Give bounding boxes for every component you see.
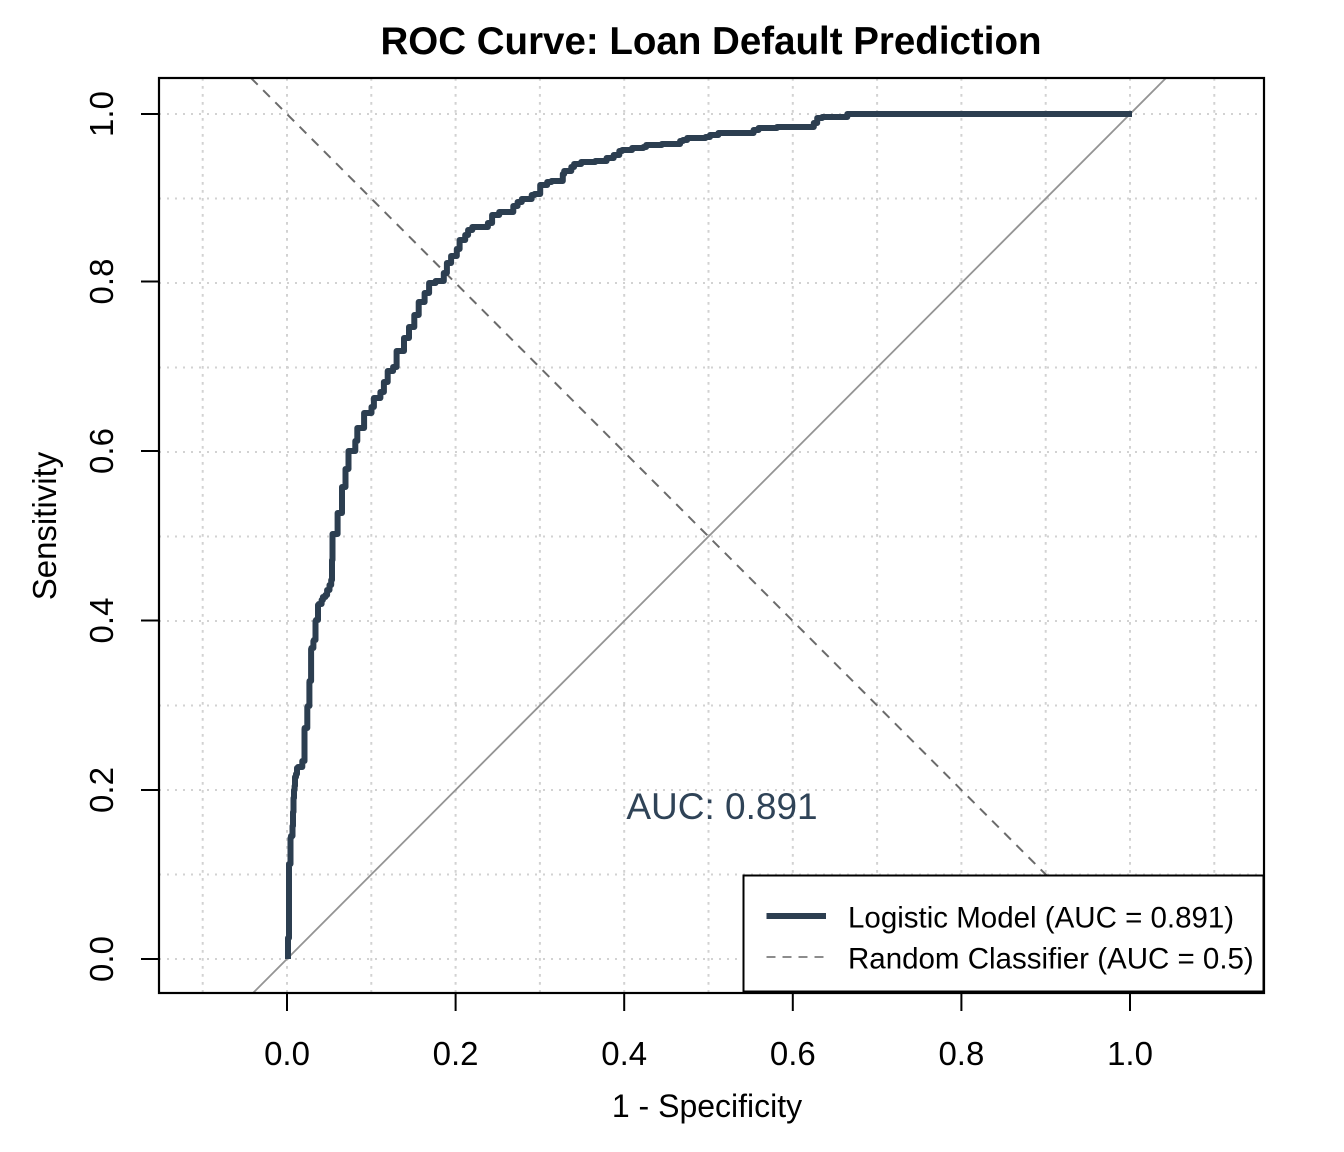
svg-text:AUC: 0.891: AUC: 0.891 <box>626 786 817 827</box>
svg-text:Logistic Model (AUC = 0.891): Logistic Model (AUC = 0.891) <box>848 902 1234 935</box>
svg-text:0.8: 0.8 <box>83 259 120 305</box>
svg-text:0.4: 0.4 <box>83 598 120 644</box>
svg-text:0.4: 0.4 <box>601 1035 647 1072</box>
svg-text:Random Classifier (AUC = 0.5): Random Classifier (AUC = 0.5) <box>848 943 1254 976</box>
svg-text:0.2: 0.2 <box>83 767 120 813</box>
svg-text:0.0: 0.0 <box>264 1035 310 1072</box>
svg-text:0.8: 0.8 <box>938 1035 984 1072</box>
svg-text:1.0: 1.0 <box>83 91 120 137</box>
svg-text:ROC Curve: Loan Default Predic: ROC Curve: Loan Default Prediction <box>381 20 1042 63</box>
svg-text:1 - Specificity: 1 - Specificity <box>612 1088 802 1124</box>
svg-text:Sensitivity: Sensitivity <box>26 451 63 600</box>
svg-text:0.2: 0.2 <box>433 1035 479 1072</box>
svg-text:0.0: 0.0 <box>83 936 120 982</box>
svg-text:0.6: 0.6 <box>770 1035 816 1072</box>
svg-text:0.6: 0.6 <box>83 428 120 474</box>
svg-text:1.0: 1.0 <box>1107 1035 1153 1072</box>
